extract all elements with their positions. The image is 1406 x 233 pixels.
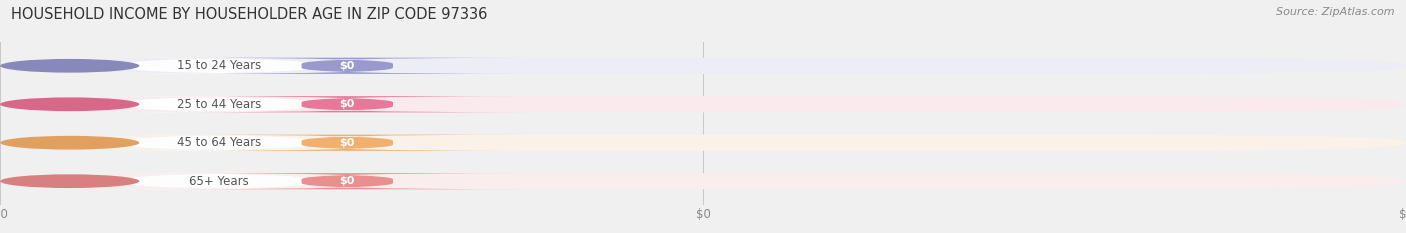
Text: $0: $0 [340,61,354,71]
Ellipse shape [0,59,139,73]
Text: Source: ZipAtlas.com: Source: ZipAtlas.com [1277,7,1395,17]
FancyBboxPatch shape [14,58,1406,74]
Text: $0: $0 [340,99,354,109]
FancyBboxPatch shape [86,58,353,74]
Text: 15 to 24 Years: 15 to 24 Years [177,59,262,72]
Ellipse shape [0,136,139,150]
Text: HOUSEHOLD INCOME BY HOUSEHOLDER AGE IN ZIP CODE 97336: HOUSEHOLD INCOME BY HOUSEHOLDER AGE IN Z… [11,7,488,22]
FancyBboxPatch shape [14,173,1406,189]
FancyBboxPatch shape [14,135,1406,151]
FancyBboxPatch shape [14,96,1406,112]
FancyBboxPatch shape [86,173,353,189]
FancyBboxPatch shape [86,96,353,112]
Text: 25 to 44 Years: 25 to 44 Years [177,98,262,111]
Ellipse shape [0,174,139,188]
FancyBboxPatch shape [167,173,527,189]
FancyBboxPatch shape [167,96,527,112]
Ellipse shape [0,97,139,111]
Text: 65+ Years: 65+ Years [190,175,249,188]
Text: 45 to 64 Years: 45 to 64 Years [177,136,262,149]
FancyBboxPatch shape [167,58,527,74]
Text: $0: $0 [340,138,354,148]
FancyBboxPatch shape [167,135,527,151]
FancyBboxPatch shape [86,135,353,151]
Text: $0: $0 [340,176,354,186]
